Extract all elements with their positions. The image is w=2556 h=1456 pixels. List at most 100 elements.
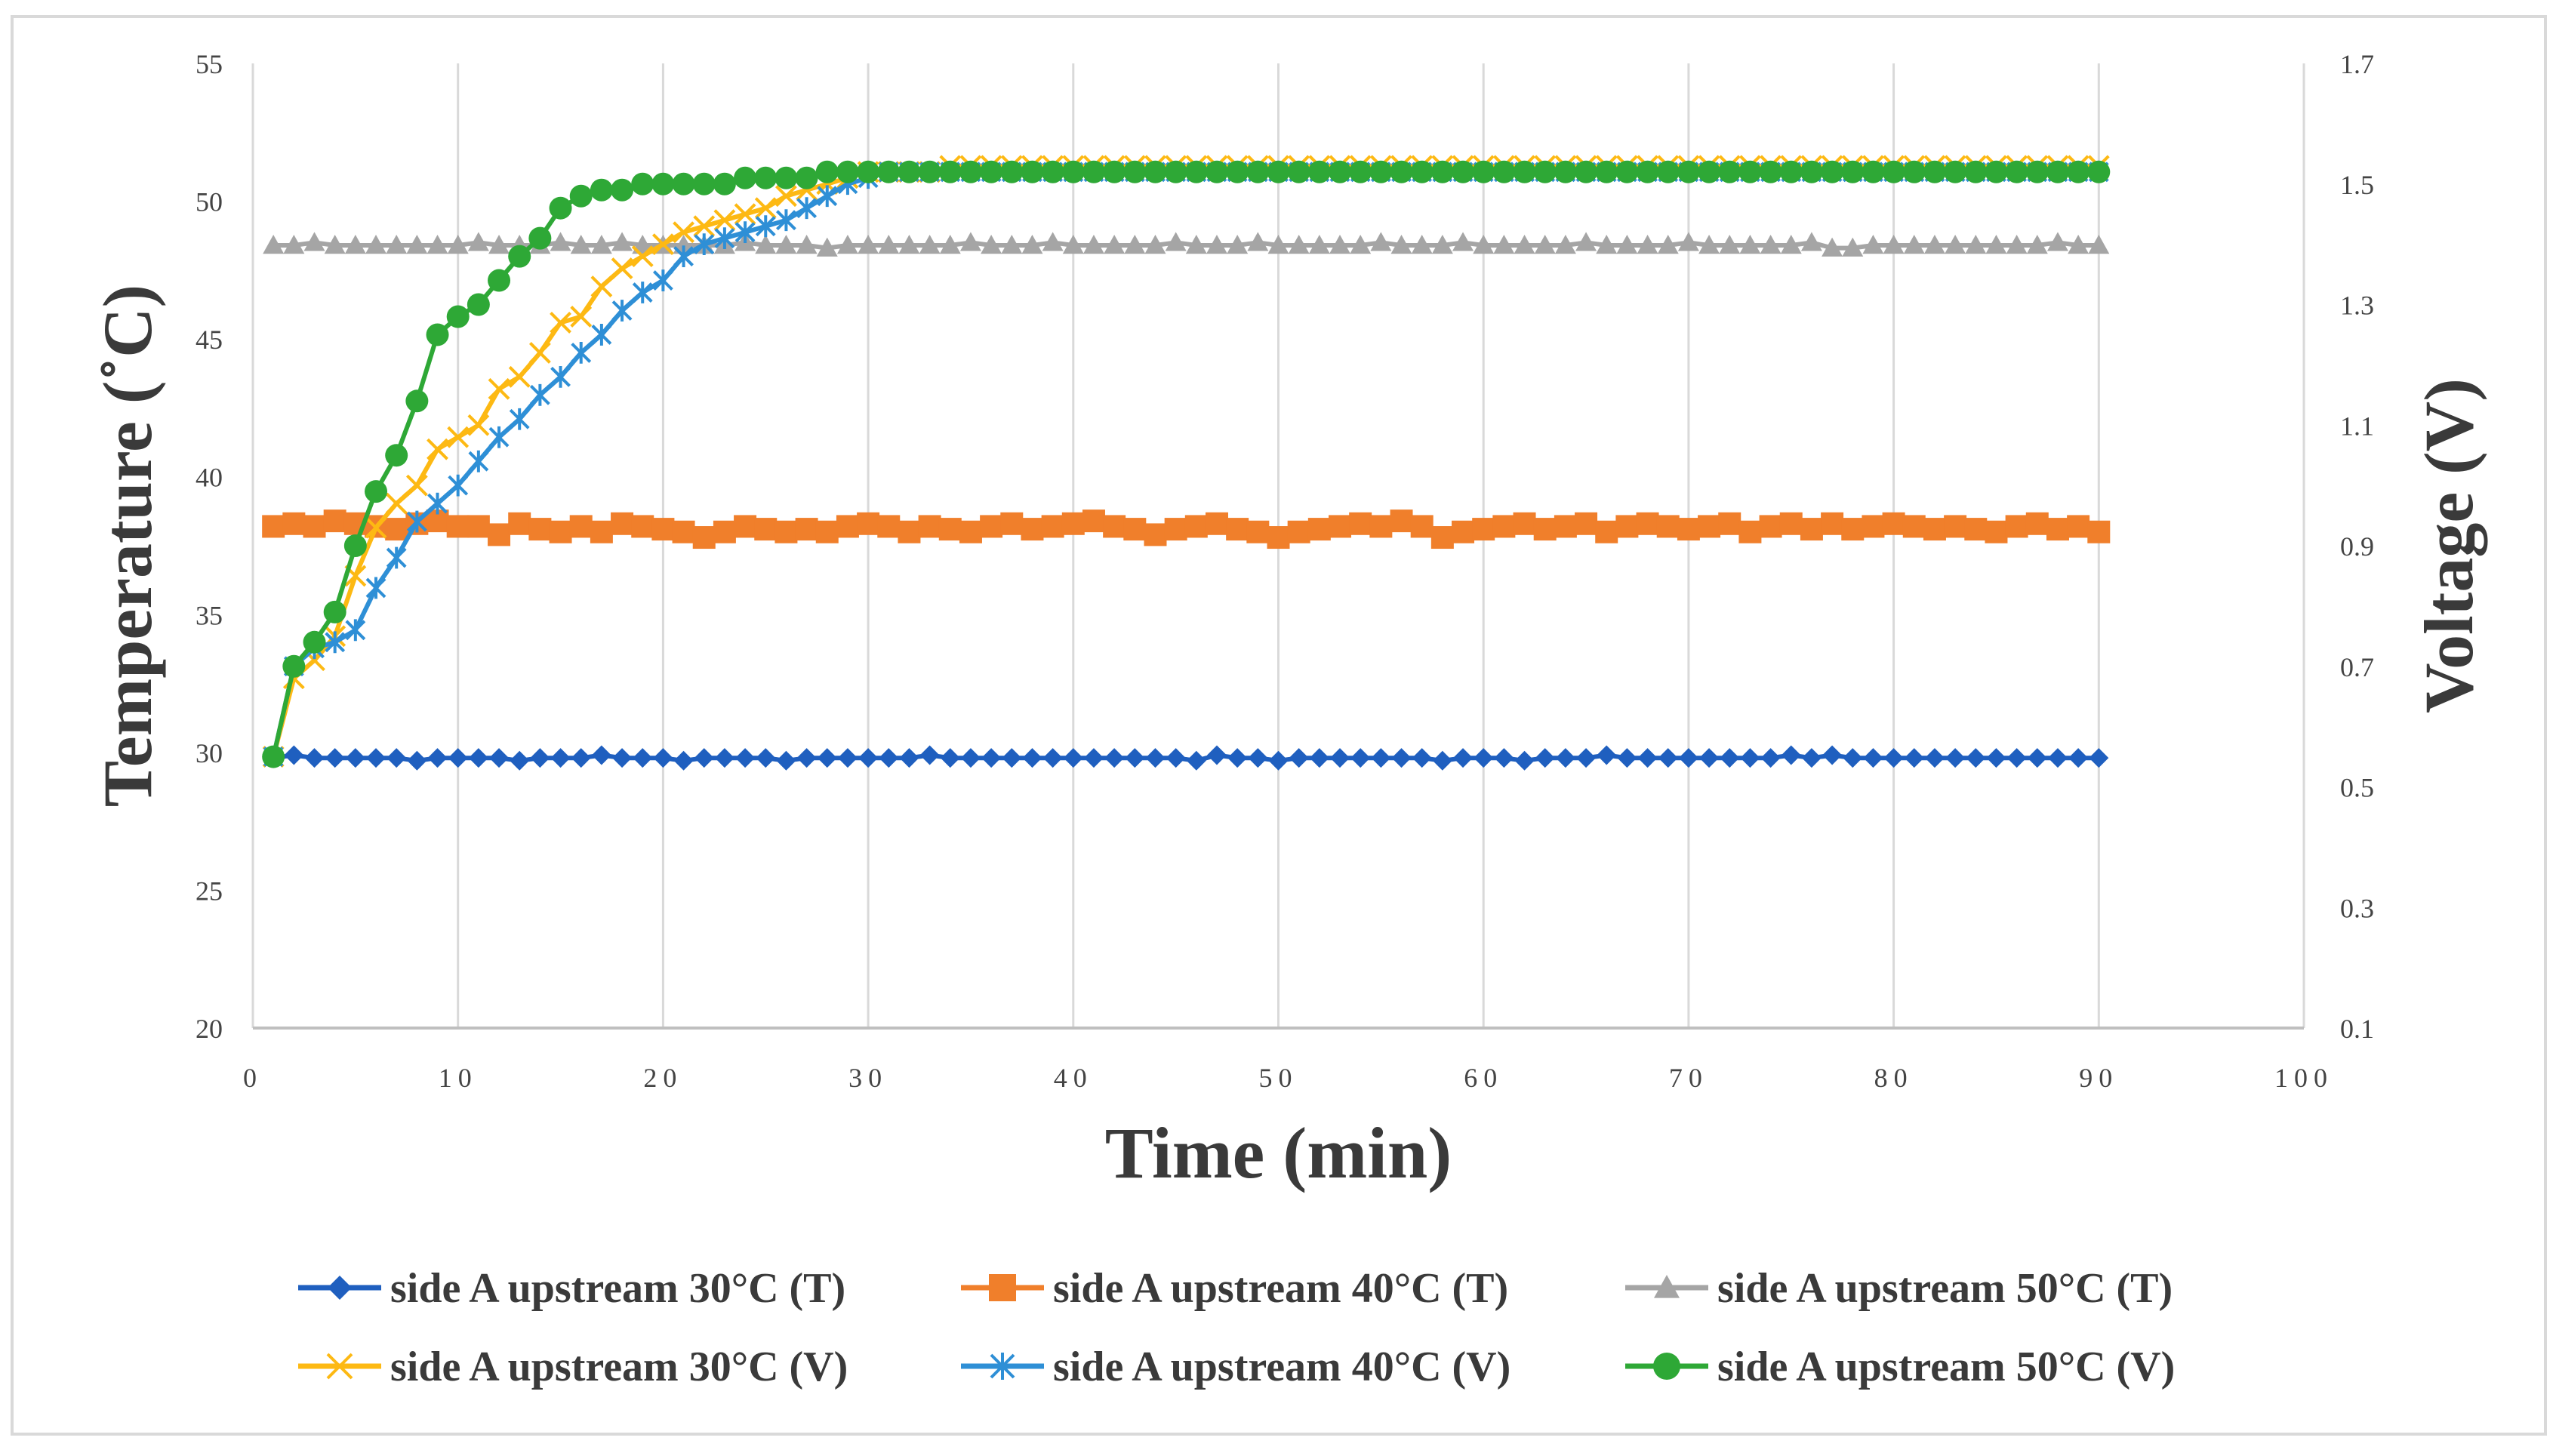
data-point [1533,518,1557,541]
data-point [1597,745,1617,765]
data-point [1144,160,1167,183]
legend-item: side A upstream 30°C (T) [298,1265,845,1312]
data-point [1186,750,1206,771]
data-point [692,172,716,195]
data-point [1801,748,1822,768]
data-point [467,232,489,251]
data-point [631,245,654,268]
data-point [446,305,470,328]
data-point [1841,160,1865,183]
data-point [1307,160,1331,183]
data-point [857,512,880,535]
x-tick-label: 70 [1669,1063,1708,1093]
data-point [1862,515,1885,538]
data-point [611,178,634,202]
data-point [714,227,735,250]
data-point [1554,515,1577,538]
data-point [918,160,941,183]
data-point [815,520,839,543]
data-point [776,209,796,232]
y2-tick-label: 0.7 [2340,652,2374,682]
legend-label: side A upstream 50°C (V) [1717,1344,2175,1390]
data-point [879,748,899,768]
data-point [2025,512,2049,535]
grid-lines [251,63,2305,1028]
data-point [898,520,921,543]
data-point [796,234,818,254]
data-point [817,748,837,768]
data-point [1472,518,1495,541]
data-point [611,257,633,279]
data-point [1390,160,1413,183]
data-point [386,546,407,569]
data-point [1206,745,1227,765]
data-point [1699,748,1720,768]
data-point [1329,234,1351,254]
data-point [1267,234,1289,254]
data-point [959,232,981,251]
data-point [1145,748,1166,768]
data-point [1739,234,1761,254]
data-point [652,269,673,291]
data-point [1841,518,1865,541]
data-point [1185,234,1207,254]
data-point [980,515,1003,538]
data-point [508,365,531,388]
y2-tick-label: 0.9 [2340,531,2374,562]
data-point [1882,512,1905,535]
data-point [1474,748,1494,768]
data-point [1492,515,1516,538]
data-point [1534,234,1556,254]
data-point [1779,512,1803,535]
data-point [1452,232,1474,251]
data-point [1082,160,1105,183]
x-tick-label: 30 [848,1063,888,1093]
data-point [468,450,489,473]
data-point [694,233,715,256]
data-point [1164,160,1187,183]
legend-marker [326,1353,353,1380]
legend-item: side A upstream 50°C (T) [1625,1265,2173,1312]
x-tick-label: 80 [1874,1063,1914,1093]
x-tick-label: 20 [643,1063,682,1093]
data-point [1349,512,1372,535]
data-point [1452,520,1475,543]
data-point [1698,234,1720,254]
data-point [2005,160,2028,183]
data-point [1473,234,1495,254]
data-point [549,196,572,220]
data-point [1144,523,1167,546]
data-point [1205,160,1228,183]
data-point [1492,160,1516,183]
data-point [1760,234,1782,254]
data-point [1124,234,1146,254]
data-point [1923,234,1945,254]
data-point [1658,748,1678,768]
data-point [1061,512,1085,535]
data-point [1535,748,1555,768]
data-point [262,745,285,768]
data-point [1575,512,1598,535]
data-point [632,282,653,303]
data-point [2067,515,2090,538]
data-point [734,166,757,189]
data-point [1636,160,1659,183]
data-point [1246,160,1270,183]
data-point [1677,518,1700,541]
data-point [530,748,550,768]
data-point [1307,518,1331,541]
data-point [1184,160,1208,183]
data-point [385,444,408,467]
data-point [938,518,962,541]
data-point [1698,515,1721,538]
data-point [2089,748,2109,768]
data-point [1369,160,1393,183]
data-point [590,276,613,297]
data-point [673,245,694,267]
data-point [939,234,961,254]
data-point [919,745,940,765]
data-point [1637,234,1658,254]
data-point [1123,518,1147,541]
data-point [692,526,716,549]
